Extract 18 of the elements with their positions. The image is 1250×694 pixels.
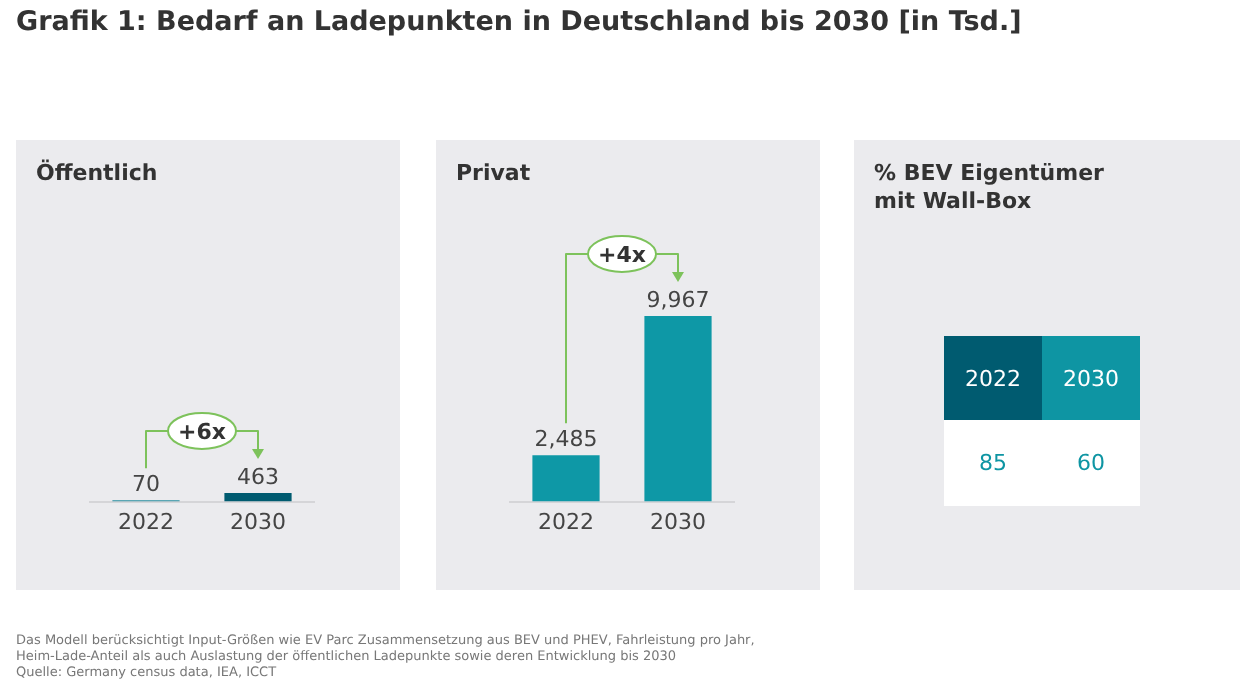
data-label: 9,967 xyxy=(646,286,710,313)
x-tick-label: 2022 xyxy=(118,508,174,535)
text: 85 xyxy=(944,420,1042,506)
text: Grafik 1: Bedarf an Ladepunkten in Deutschland bis 2030 [in Tsd.] xyxy=(16,6,1022,38)
text: +6x xyxy=(178,418,226,445)
chart-title: Privat xyxy=(456,160,531,188)
x-tick-label: 2030 xyxy=(650,508,706,535)
text: 2030 xyxy=(1042,336,1140,420)
data-label: 70 xyxy=(132,471,160,498)
text: +4x xyxy=(598,241,646,268)
data-label: 463 xyxy=(237,463,279,490)
text: 2022 xyxy=(944,336,1042,420)
text: 60 xyxy=(1042,420,1140,506)
text: % BEV Eigentümer mit Wall-Box xyxy=(874,160,1106,216)
x-tick-label: 2022 xyxy=(538,508,594,535)
chart-title: Öffentlich xyxy=(36,160,158,188)
x-tick-label: 2030 xyxy=(230,508,286,535)
data-label: 2,485 xyxy=(534,426,598,453)
